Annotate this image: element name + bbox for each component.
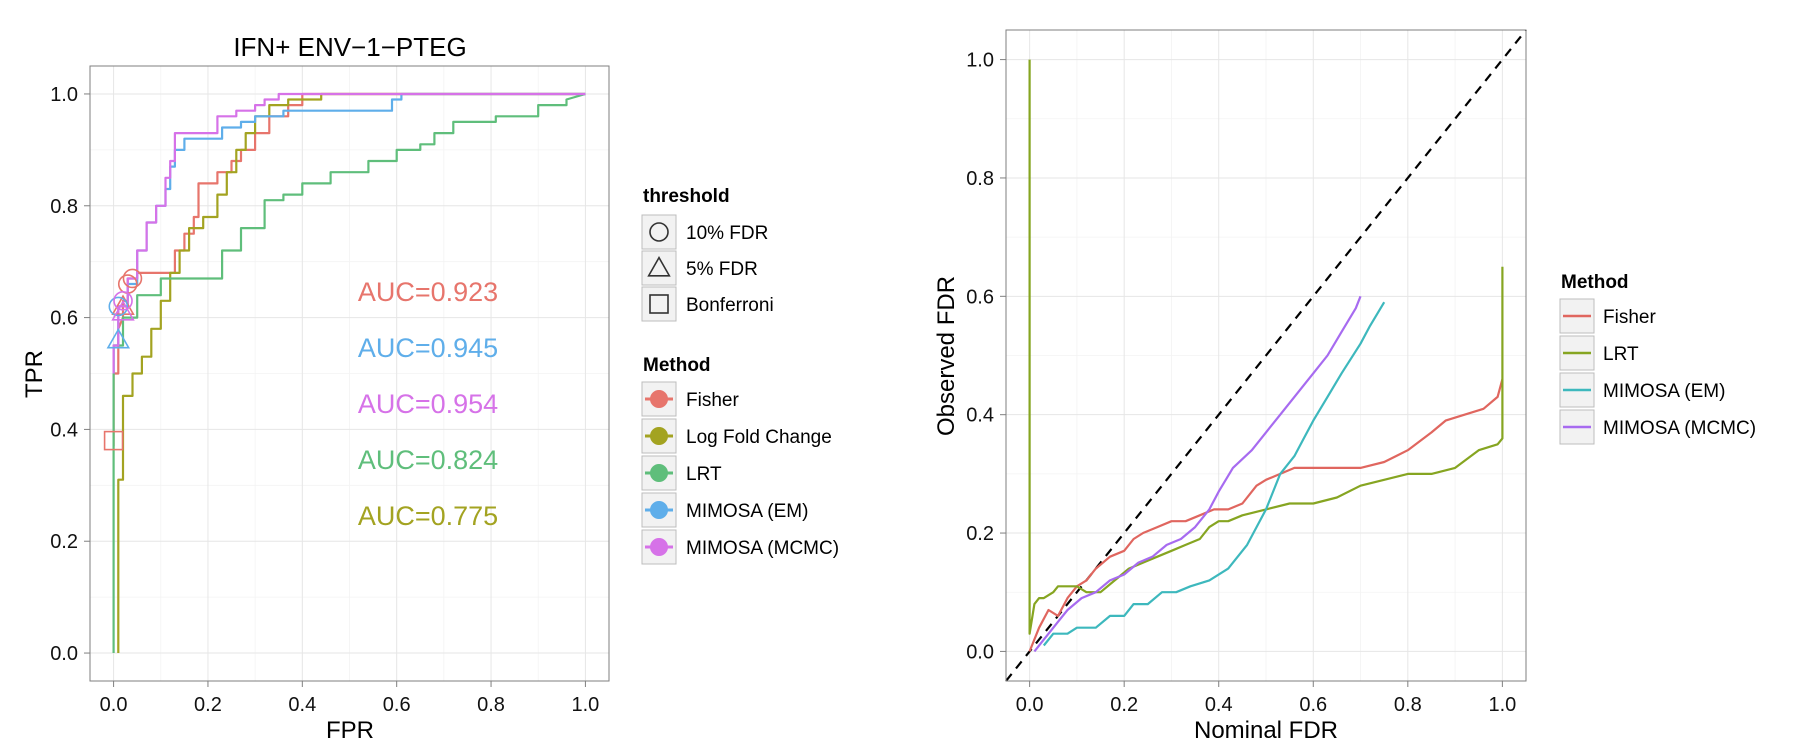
legend-label: MIMOSA (EM) bbox=[1603, 381, 1725, 402]
legend-key-square-icon bbox=[649, 294, 669, 314]
legend-label: MIMOSA (MCMC) bbox=[1603, 418, 1756, 439]
roc-title: IFN+ ENV−1−PTEG bbox=[233, 32, 466, 62]
auc-label: AUC=0.945 bbox=[358, 333, 498, 363]
legend-title-method: Method bbox=[1561, 272, 1629, 293]
legend-key-box bbox=[641, 214, 677, 250]
legend-label: Log Fold Change bbox=[686, 427, 832, 448]
roc-series bbox=[112, 92, 586, 653]
auc-label: AUC=0.954 bbox=[358, 389, 498, 419]
fdr-panel: 0.0 0.2 0.4 0.6 0.8 1.0 0.0 0.2 0.4 0.6 0.8 1.0 Nom… bbox=[933, 29, 1756, 744]
threshold-marker-triangle bbox=[111, 300, 135, 321]
roc-series-mimosa-mcmc bbox=[112, 92, 586, 374]
legend-label: Bonferroni bbox=[686, 295, 774, 316]
legend-label: LRT bbox=[686, 464, 722, 485]
fdr-y-tick-label: 0.0 bbox=[966, 641, 994, 663]
roc-series-log-fold-change bbox=[117, 92, 586, 653]
fdr-x-tick-label: 0.0 bbox=[1016, 694, 1044, 716]
legend-title-method: Method bbox=[643, 355, 711, 376]
roc-series-mimosa-em bbox=[112, 92, 586, 374]
legend-label: 10% FDR bbox=[686, 223, 768, 244]
legend-key-point-icon bbox=[650, 464, 668, 482]
fdr-series bbox=[1028, 59, 1504, 653]
fdr-series-fisher bbox=[1028, 378, 1504, 652]
fdr-x-tick-label: 0.2 bbox=[1110, 694, 1138, 716]
fdr-series-mimosa-mcmc bbox=[1033, 295, 1362, 653]
roc-x-tick-label: 1.0 bbox=[572, 694, 600, 716]
auc-label: AUC=0.824 bbox=[358, 445, 498, 475]
legend-key-triangle-icon bbox=[647, 256, 671, 277]
roc-x-axis-title: FPR bbox=[326, 717, 374, 744]
roc-grid bbox=[90, 66, 609, 681]
threshold-marker-square bbox=[103, 430, 124, 451]
roc-y-tick-label: 0.8 bbox=[50, 196, 78, 218]
roc-x-tick-label: 0.8 bbox=[477, 694, 505, 716]
roc-y-tick-label: 1.0 bbox=[50, 84, 78, 106]
legend-label: 5% FDR bbox=[686, 259, 758, 280]
fdr-x-tick-label: 0.6 bbox=[1299, 694, 1327, 716]
roc-panel: IFN+ ENV−1−PTEG AUC=0.923AUC=0.945AUC=0.… bbox=[21, 32, 839, 744]
roc-x-tick-label: 0.4 bbox=[288, 694, 316, 716]
threshold-marker-circle bbox=[113, 291, 133, 311]
fdr-x-axis-title: Nominal FDR bbox=[1194, 717, 1338, 744]
threshold-marker-circle bbox=[108, 296, 129, 317]
fdr-y-axis-title: Observed FDR bbox=[933, 276, 960, 436]
legend-label: Fisher bbox=[1603, 307, 1656, 328]
fdr-x-tick-label: 1.0 bbox=[1488, 694, 1516, 716]
fdr-axis-ticks: 0.0 0.2 0.4 0.6 0.8 1.0 0.0 0.2 0.4 0.6 0.8 1.0 bbox=[966, 50, 1516, 716]
roc-x-tick-label: 0.0 bbox=[100, 694, 128, 716]
legend-key-point-icon bbox=[650, 538, 668, 556]
roc-series-lrt bbox=[112, 92, 586, 653]
roc-y-axis-title: TPR bbox=[21, 350, 48, 398]
fdr-y-tick-label: 0.4 bbox=[966, 405, 994, 427]
fdr-y-tick-label: 0.2 bbox=[966, 523, 994, 545]
threshold-marker-triangle bbox=[106, 327, 131, 349]
legend-title-threshold: threshold bbox=[643, 186, 730, 207]
roc-threshold-markers bbox=[103, 268, 143, 451]
legend-label: LRT bbox=[1603, 344, 1639, 365]
legend-label: MIMOSA (EM) bbox=[686, 501, 808, 522]
legend-key-box bbox=[641, 286, 677, 322]
roc-y-tick-label: 0.6 bbox=[50, 308, 78, 330]
identity-reference-line bbox=[1005, 29, 1527, 682]
legend-key-point-icon bbox=[650, 427, 668, 445]
auc-annotations: AUC=0.923 AUC=0.945 AUC=0.954 AUC=0.824 AUC=… bbox=[358, 277, 498, 531]
roc-x-tick-label: 0.2 bbox=[194, 694, 222, 716]
legend-key-point-icon bbox=[650, 501, 668, 519]
roc-y-tick-label: 0.2 bbox=[50, 531, 78, 553]
fdr-y-tick-label: 0.8 bbox=[966, 168, 994, 190]
fdr-y-tick-label: 1.0 bbox=[966, 50, 994, 72]
fdr-x-tick-label: 0.8 bbox=[1394, 694, 1422, 716]
fdr-x-tick-label: 0.4 bbox=[1205, 694, 1233, 716]
fdr-series-mimosa-em bbox=[1042, 301, 1386, 647]
legend-key-circle-icon bbox=[649, 222, 669, 242]
roc-axis-ticks: 0.0 0.2 0.4 0.6 0.8 1.0 0.0 0.2 0.4 0.6 0.8 1.0 bbox=[50, 84, 599, 716]
roc-y-tick-label: 0.0 bbox=[50, 643, 78, 665]
fdr-legend: Method Fisher LRT MIMOSA (EM) MIMOSA (MCMC) bbox=[1559, 272, 1756, 445]
fdr-series-lrt bbox=[1028, 59, 1504, 635]
legend-label: MIMOSA (MCMC) bbox=[686, 538, 839, 559]
roc-plot-frame bbox=[89, 65, 610, 682]
auc-label: AUC=0.923 bbox=[358, 277, 498, 307]
roc-y-tick-label: 0.4 bbox=[50, 419, 78, 441]
roc-x-tick-label: 0.6 bbox=[383, 694, 411, 716]
fdr-plot-frame bbox=[1005, 29, 1527, 682]
legend-key-point-icon bbox=[650, 390, 668, 408]
threshold-marker-circle bbox=[122, 268, 143, 289]
fdr-y-tick-label: 0.6 bbox=[966, 286, 994, 308]
auc-label: AUC=0.775 bbox=[358, 501, 498, 531]
roc-legend: threshold 10% FDR 5% FDR Bonferroni Method Fi… bbox=[641, 186, 839, 565]
legend-label: Fisher bbox=[686, 390, 739, 411]
